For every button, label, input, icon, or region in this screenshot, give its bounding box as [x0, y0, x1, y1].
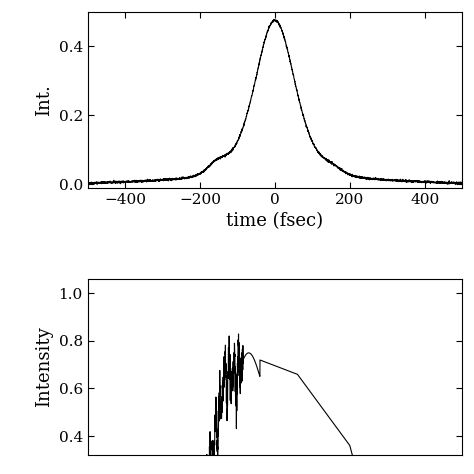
- Y-axis label: Intensity: Intensity: [35, 327, 53, 408]
- X-axis label: time (fsec): time (fsec): [227, 212, 323, 230]
- Y-axis label: Int.: Int.: [35, 84, 53, 116]
